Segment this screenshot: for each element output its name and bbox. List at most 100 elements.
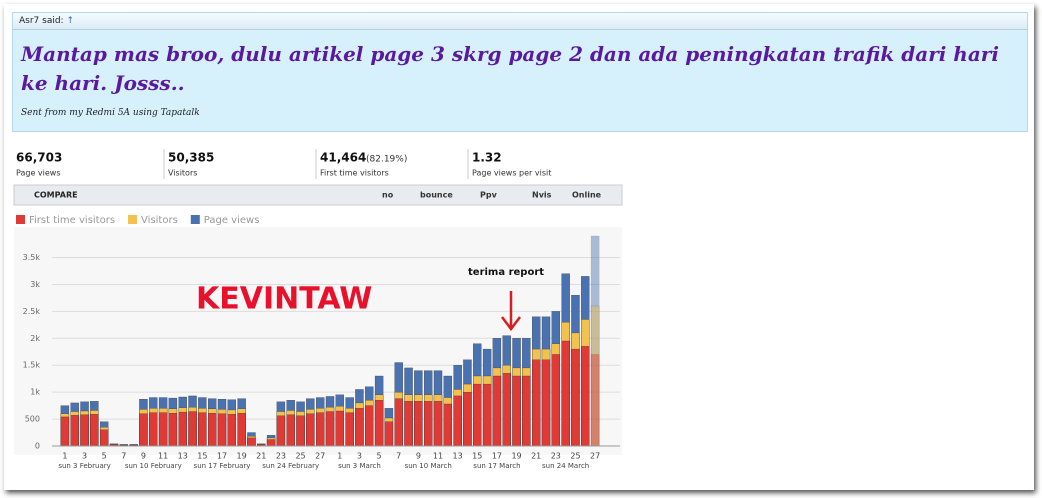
bar [345,412,354,447]
bar [482,383,492,447]
stat-label: Page views [16,169,61,178]
bar [561,340,570,447]
quote-link[interactable]: ↑ [66,16,75,26]
bar [581,346,590,447]
compare-button[interactable]: COMPARE [34,191,78,200]
bar [335,410,344,447]
x-tick-label: 21 [256,452,266,461]
toolbar [13,184,623,206]
bar [316,412,325,447]
bar [306,413,315,447]
bar [384,421,394,447]
bar [217,413,227,447]
bar [149,412,158,447]
bar [394,398,403,447]
message: Mantap mas broo, dulu artikel page 3 skr… [21,42,999,95]
post: Asr7 said: ↑ Mantap mas broo, dulu artik… [12,12,1028,132]
x-tick-label: 5 [377,452,382,461]
x-tick-label: 23 [551,452,561,461]
bar [247,437,256,447]
chart-image: 66,703 Page views 50,385 Visitors 41,464 (82.… [10,145,626,475]
bar [355,408,364,447]
bar [266,439,276,447]
x-tick-label: 27 [315,452,325,461]
week-label: sun 3 February [58,462,110,470]
bar [590,354,600,447]
x-tick-label: 17 [217,452,227,461]
bar [188,411,197,447]
bar [551,354,560,447]
stat-value: 50,385 [168,151,214,165]
bar [443,403,452,447]
y-tick-label: 3.5k [23,253,41,262]
bar [178,411,187,447]
report-note: terima report [468,267,544,278]
toolbar-button[interactable]: Nvis [532,191,552,200]
x-tick-label: 19 [237,452,247,461]
stat-label: First time visitors [320,169,389,178]
bar [90,414,99,447]
legend-swatch [16,215,25,224]
frame: Asr7 said: ↑ Mantap mas broo, dulu artik… [4,4,1034,490]
legend-label: First time visitors [29,215,115,226]
x-tick-label: 19 [511,452,521,461]
x-tick-label: 9 [141,452,146,461]
stat-value: 1.32 [472,151,502,165]
bar [532,359,541,447]
x-tick-label: 9 [416,452,421,461]
bar [100,429,109,447]
week-label: sun 3 March [338,462,381,470]
stat-label: Visitors [168,169,197,178]
bar [414,401,423,447]
bar [286,414,295,447]
x-tick-label: 13 [453,452,463,461]
author: Asr7 said: [19,16,64,26]
bar [492,375,502,447]
bar [70,415,79,447]
bar [325,411,335,447]
bar [541,359,551,447]
bar [463,392,472,447]
toolbar-button[interactable]: Online [572,191,602,200]
bar [158,412,168,447]
legend-label: Page views [204,215,260,226]
x-tick-label: 3 [82,452,87,461]
y-tick-label: 2k [30,334,40,343]
stat-value: 41,464 [320,151,366,165]
toolbar-button[interactable]: bounce [420,191,453,200]
x-tick-label: 21 [531,452,541,461]
bar [522,375,531,447]
week-label: sun 17 February [194,462,251,470]
x-tick-label: 1 [62,452,67,461]
y-tick-label: 2.5k [23,307,41,316]
bar [473,383,482,447]
week-label: sun 10 February [125,462,182,470]
toolbar-button[interactable]: no [382,191,394,200]
x-tick-label: 13 [178,452,188,461]
x-tick-label: 25 [295,452,305,461]
y-tick-label: 3k [30,280,40,289]
x-tick-label: 15 [472,452,482,461]
legend-swatch [128,215,138,224]
y-tick-label: 500 [25,415,40,424]
x-tick-label: 3 [357,452,362,461]
x-tick-label: 5 [102,452,107,461]
x-tick-label: 1 [337,452,342,461]
bar [404,401,413,447]
stat-value: 66,703 [16,151,62,165]
bar [365,405,374,447]
stat-label: Page views per visit [472,169,551,178]
x-tick-label: 15 [197,452,207,461]
bar [139,413,148,447]
y-tick-label: 0 [35,442,40,451]
week-label: sun 17 March [473,462,520,470]
watermark: KEVINTAW [196,282,372,317]
legend-swatch [190,215,200,224]
x-tick-label: 27 [590,452,600,461]
bar [433,401,443,447]
bar [374,400,384,447]
toolbar-button[interactable]: Ppv [480,191,498,200]
signature: Sent from my Redmi 5A using Tapatalk [21,108,200,118]
x-tick-label: 7 [121,452,126,461]
